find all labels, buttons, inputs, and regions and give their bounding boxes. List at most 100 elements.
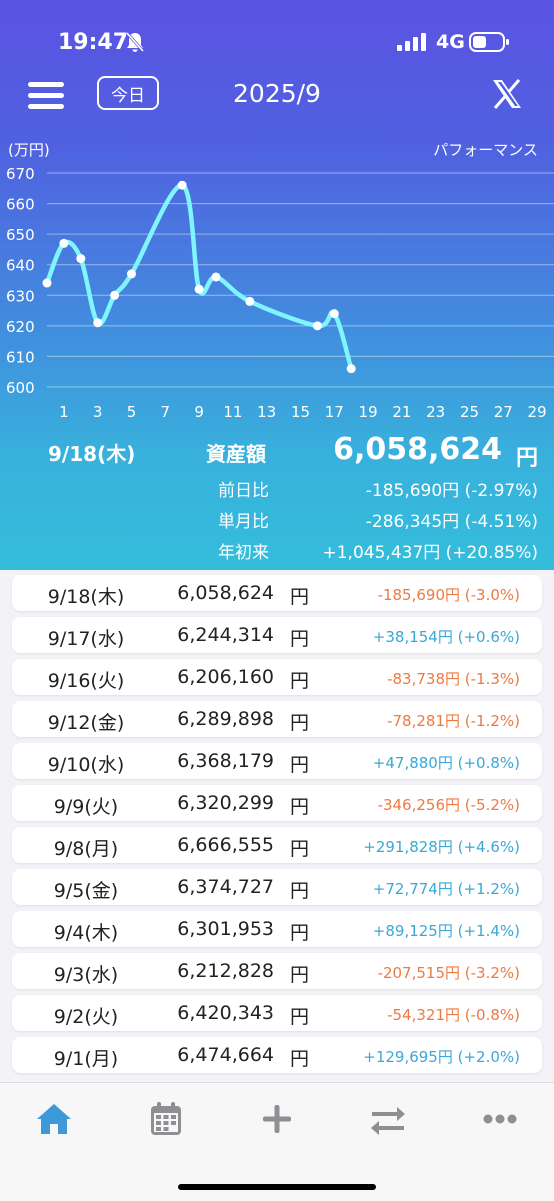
x-tick-label: 27 [494, 403, 513, 421]
home-icon[interactable] [34, 1099, 74, 1139]
row-date: 9/8(月) [53, 838, 119, 860]
x-tick-label: 11 [223, 403, 242, 421]
list-item[interactable]: 9/2(火) 6,420,343 円 -54,321円 (-0.8%) [12, 995, 542, 1031]
x-tick-label: 21 [392, 403, 411, 421]
x-tick-label: 17 [325, 403, 344, 421]
data-point [194, 284, 204, 294]
y-axis-label: (万円) [8, 141, 50, 159]
list-item[interactable]: 9/3(水) 6,212,828 円 -207,515円 (-3.2%) [12, 953, 542, 989]
row-date: 9/17(水) [47, 628, 125, 650]
data-point [110, 290, 120, 300]
transfer-icon[interactable] [368, 1099, 408, 1139]
summary-date: 9/18(木) [48, 442, 136, 466]
x-tick-label: 29 [528, 403, 547, 421]
row-unit: 円 [290, 586, 310, 608]
x-tick-label: 5 [127, 403, 137, 421]
x-tick-label: 3 [93, 403, 103, 421]
asset-summary: 9/18(木) 資産額 6,058,624 円 前日比 -185,690円 (-… [0, 432, 554, 563]
row-unit: 円 [290, 964, 310, 986]
y-tick-label: 660 [6, 196, 35, 214]
row-date: 9/5(金) [53, 880, 119, 902]
row-amount: 6,058,624 [177, 582, 274, 604]
header-background [0, 0, 554, 570]
data-point [76, 254, 86, 264]
list-item[interactable]: 9/8(月) 6,666,555 円 +291,828円 (+4.6%) [12, 827, 542, 863]
x-tick-label: 19 [359, 403, 378, 421]
data-point [312, 321, 322, 331]
data-point [245, 296, 255, 306]
day-change-value: -185,690円 (-2.97%) [365, 481, 538, 501]
row-unit: 円 [290, 754, 310, 776]
x-tick-label: 1 [59, 403, 69, 421]
row-date: 9/10(水) [47, 754, 125, 776]
row-change: +72,774円 (+1.2%) [372, 880, 520, 898]
day-change-label: 前日比 [218, 481, 269, 501]
row-change: -83,738円 (-1.3%) [387, 670, 520, 688]
calendar-icon[interactable] [146, 1099, 186, 1139]
row-unit: 円 [290, 1006, 310, 1028]
row-unit: 円 [290, 712, 310, 734]
row-amount: 6,206,160 [177, 666, 274, 688]
row-amount: 6,212,828 [177, 960, 274, 982]
month-change-value: -286,345円 (-4.51%) [365, 512, 538, 532]
data-point [211, 272, 221, 282]
list-item[interactable]: 9/5(金) 6,374,727 円 +72,774円 (+1.2%) [12, 869, 542, 905]
list-item[interactable]: 9/10(水) 6,368,179 円 +47,880円 (+0.8%) [12, 743, 542, 779]
row-unit: 円 [290, 796, 310, 818]
list-item[interactable]: 9/9(火) 6,320,299 円 -346,256円 (-5.2%) [12, 785, 542, 821]
data-point [42, 278, 52, 288]
chart-title: パフォーマンス [433, 141, 538, 159]
row-date: 9/2(火) [53, 1006, 119, 1028]
y-tick-label: 640 [6, 257, 35, 275]
list-item[interactable]: 9/1(月) 6,474,664 円 +129,695円 (+2.0%) [12, 1037, 542, 1073]
row-unit: 円 [290, 880, 310, 902]
list-item[interactable]: 9/16(火) 6,206,160 円 -83,738円 (-1.3%) [12, 659, 542, 695]
x-tick-label: 25 [460, 403, 479, 421]
x-logo-icon[interactable] [490, 77, 524, 111]
row-change: -346,256円 (-5.2%) [377, 796, 520, 814]
row-change: +47,880円 (+0.8%) [372, 754, 520, 772]
tab-bar [0, 1082, 554, 1201]
status-bar: 19:47 4G [0, 0, 554, 80]
row-amount: 6,301,953 [177, 918, 274, 940]
row-amount: 6,368,179 [177, 750, 274, 772]
network-type: 4G [436, 31, 465, 53]
more-icon[interactable] [480, 1099, 520, 1139]
y-tick-label: 620 [6, 318, 35, 336]
list-item[interactable]: 9/12(金) 6,289,898 円 -78,281円 (-1.2%) [12, 701, 542, 737]
ytd-change-label: 年初来 [218, 543, 269, 563]
list-item[interactable]: 9/4(木) 6,301,953 円 +89,125円 (+1.4%) [12, 911, 542, 947]
navigation-bar: 今日 2025/9 [0, 75, 554, 115]
home-indicator [178, 1184, 376, 1190]
y-tick-label: 600 [6, 379, 35, 397]
bell-slash-icon [125, 31, 145, 57]
plus-icon[interactable] [257, 1099, 297, 1139]
data-point [329, 309, 339, 319]
list-item[interactable]: 9/17(水) 6,244,314 円 +38,154円 (+0.6%) [12, 617, 542, 653]
signal-icon [397, 33, 427, 55]
today-button[interactable]: 今日 [97, 76, 159, 110]
asset-label: 資産額 [206, 442, 266, 466]
performance-chart: (万円) パフォーマンス 670 660 650 640 630 620 610 600 1 3 5 7 9… [0, 130, 554, 430]
month-title: 2025/9 [233, 79, 321, 108]
row-unit: 円 [290, 628, 310, 650]
row-amount: 6,244,314 [177, 624, 274, 646]
row-amount: 6,420,343 [177, 1002, 274, 1024]
x-tick-label: 9 [194, 403, 204, 421]
list-item[interactable]: 9/18(木) 6,058,624 円 -185,690円 (-3.0%) [12, 575, 542, 611]
status-time: 19:47 [58, 30, 129, 55]
menu-icon[interactable] [28, 80, 64, 110]
x-tick-label: 7 [161, 403, 171, 421]
row-change: -185,690円 (-3.0%) [377, 586, 520, 604]
data-point [59, 238, 69, 248]
row-amount: 6,666,555 [177, 834, 274, 856]
row-date: 9/9(火) [53, 796, 119, 818]
row-unit: 円 [290, 1048, 310, 1070]
row-change: -207,515円 (-3.2%) [377, 964, 520, 982]
battery-icon [469, 31, 511, 57]
row-amount: 6,289,898 [177, 708, 274, 730]
row-date: 9/12(金) [47, 712, 125, 734]
ytd-change-value: +1,045,437円 (+20.85%) [322, 543, 539, 563]
asset-value: 6,058,624 [333, 432, 502, 467]
row-change: -54,321円 (-0.8%) [387, 1006, 520, 1024]
